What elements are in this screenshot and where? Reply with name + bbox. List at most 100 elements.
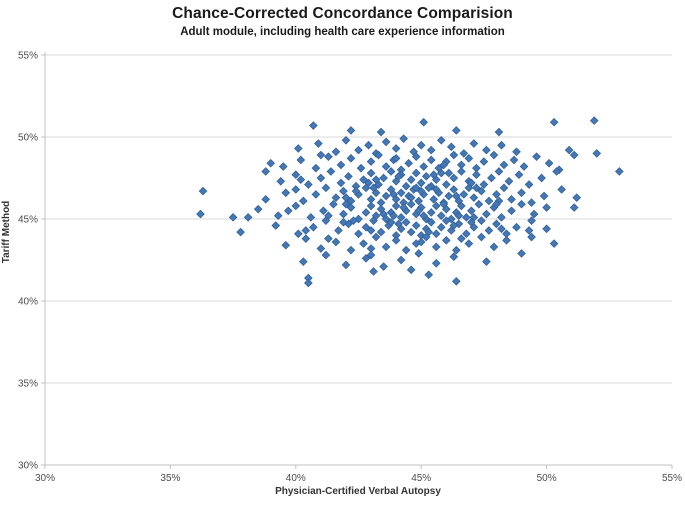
scatter-point — [361, 208, 371, 217]
y-tick-label: 45% — [18, 215, 38, 226]
scatter-point — [394, 172, 403, 181]
tick-marks — [41, 54, 673, 469]
scatter-point — [431, 201, 441, 211]
x-tick-label: 45% — [411, 473, 431, 484]
scatter-points — [196, 116, 624, 288]
scatter-point — [351, 186, 361, 196]
scatter-point — [371, 232, 381, 242]
scatter-point — [474, 199, 484, 209]
scatter-point — [451, 126, 461, 135]
y-tick-label: 30% — [18, 461, 38, 472]
scatter-point — [361, 183, 371, 193]
x-tick-label: 55% — [662, 473, 682, 484]
scatter-point — [542, 203, 551, 212]
scatter-point — [527, 198, 536, 207]
scatter-point — [341, 260, 351, 270]
scatter-point — [451, 245, 461, 255]
scatter-point — [406, 175, 416, 184]
scatter-point — [552, 167, 561, 176]
scatter-point — [316, 150, 326, 160]
scatter-point — [374, 150, 383, 160]
scatter-point — [253, 204, 263, 214]
scatter-point — [354, 145, 363, 155]
scatter-point — [499, 183, 509, 193]
scatter-point — [431, 185, 441, 194]
scatter-point — [316, 244, 326, 253]
scatter-point — [371, 175, 381, 184]
scatter-point — [314, 139, 323, 148]
scatter-point — [293, 229, 303, 239]
scatter-point — [414, 206, 424, 216]
scatter-point — [396, 213, 406, 222]
scatter-point — [449, 150, 459, 160]
scatter-point — [329, 199, 338, 209]
scatter-point — [451, 277, 461, 286]
scatter-point — [477, 216, 486, 225]
scatter-point — [509, 155, 519, 165]
scatter-point — [615, 167, 624, 176]
scatter-point — [482, 209, 491, 219]
scatter-point — [299, 196, 308, 206]
scatter-point — [507, 206, 516, 216]
scatter-point — [416, 140, 426, 150]
scatter-point — [459, 149, 469, 158]
scatter-point — [281, 240, 291, 250]
scatter-point — [532, 152, 541, 161]
scatter-point — [564, 145, 574, 155]
y-tick-label: 50% — [18, 133, 38, 144]
scatter-point — [236, 227, 245, 237]
scatter-point — [391, 144, 401, 153]
scatter-point — [426, 155, 436, 165]
scatter-point — [319, 206, 328, 216]
scatter-point — [464, 154, 474, 163]
scatter-point — [436, 211, 446, 221]
scatter-point — [484, 226, 494, 235]
scatter-point — [549, 117, 559, 127]
scatter-point — [472, 183, 481, 193]
scatter-point — [484, 196, 494, 206]
scatter-point — [299, 257, 308, 266]
scatter-point — [379, 262, 388, 271]
scatter-point — [569, 203, 579, 212]
scatter-point — [281, 188, 291, 198]
scatter-point — [379, 173, 388, 183]
scatter-point — [304, 278, 313, 288]
scatter-point — [419, 211, 429, 221]
scatter-point — [441, 180, 451, 189]
scatter-point — [261, 167, 271, 176]
x-axis-label: Physician-Certified Verbal Autopsy — [275, 486, 441, 497]
scatter-point — [293, 144, 303, 153]
scatter-point — [391, 154, 401, 163]
scatter-point — [401, 181, 411, 191]
scatter-point — [336, 178, 346, 188]
scatter-point — [459, 190, 469, 199]
scatter-point — [311, 190, 321, 199]
scatter-point — [369, 216, 378, 225]
y-axis-label: Tariff Method — [1, 201, 12, 264]
scatter-point — [416, 237, 426, 247]
y-tick-label: 35% — [18, 379, 38, 390]
scatter-point — [464, 239, 474, 248]
scatter-point — [386, 167, 396, 176]
scatter-point — [527, 232, 536, 242]
scatter-point — [449, 185, 459, 194]
scatter-point — [336, 160, 346, 170]
scatter-point — [537, 173, 546, 183]
scatter-point — [381, 242, 391, 252]
scatter-point — [489, 150, 499, 160]
scatter-point — [542, 224, 551, 234]
scatter-point — [321, 216, 331, 225]
scatter-point — [324, 152, 333, 161]
scatter-point — [276, 176, 286, 186]
scatter-point — [228, 213, 238, 222]
scatter-point — [441, 216, 451, 225]
scatter-point — [326, 167, 336, 176]
x-tick-label: 40% — [286, 473, 306, 484]
scatter-point — [487, 173, 496, 183]
x-tick-label: 30% — [35, 473, 55, 484]
scatter-point — [349, 216, 358, 225]
scatter-point — [492, 219, 501, 229]
scatter-point — [527, 216, 536, 225]
scatter-point — [331, 237, 341, 247]
